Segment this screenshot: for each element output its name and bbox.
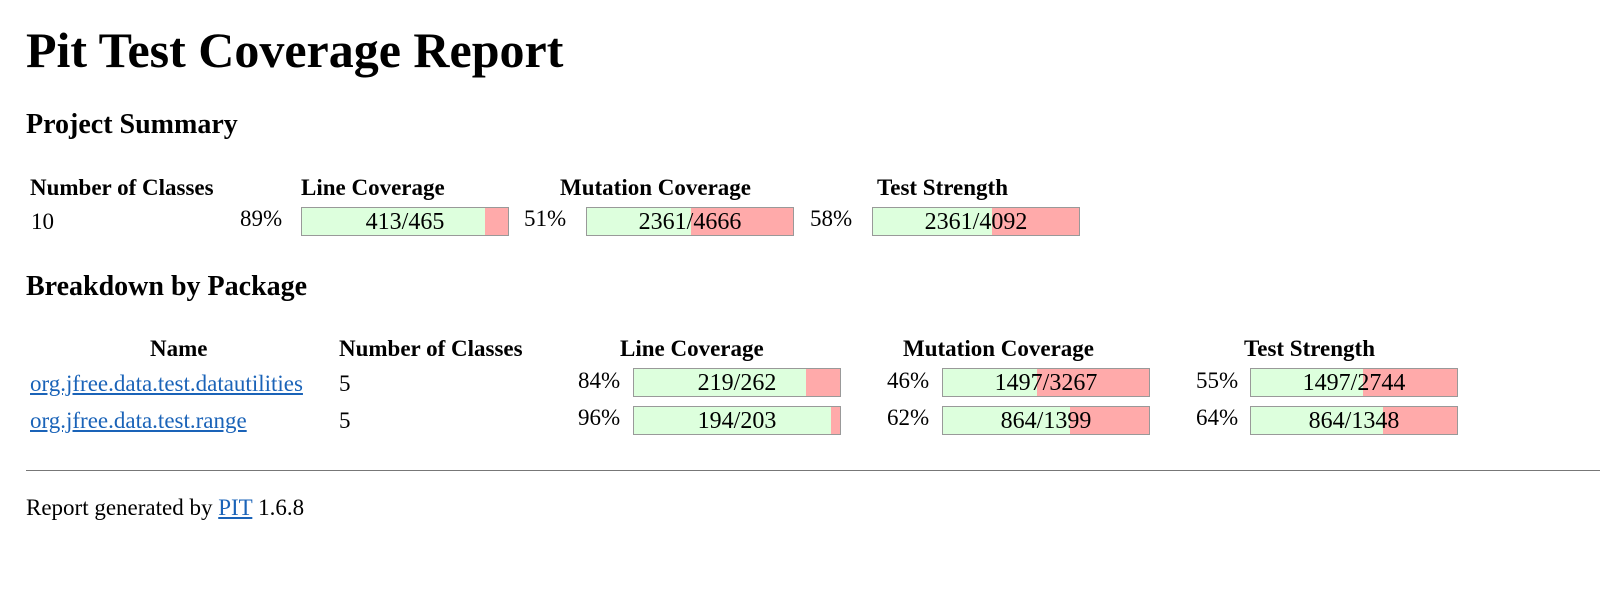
package-line-percent: 96% [578,405,621,430]
summary-mutation-percent: 51% [524,206,567,231]
package-strength-bar: 1497/2744 [1250,368,1458,397]
summary-line-bar: 413/465 [301,207,509,236]
summary-header-classes: Number of Classes [30,175,214,200]
package-mutation-ratio: 864/1399 [1000,408,1092,434]
breakdown-header-classes: Number of Classes [339,336,523,361]
pit-link[interactable]: PIT [218,495,253,520]
summary-classes-value: 10 [31,209,54,234]
footer-divider [26,470,1600,471]
package-line-ratio: 219/262 [697,370,777,396]
summary-mutation-ratio: 2361/4666 [638,209,742,235]
page-title: Pit Test Coverage Report [26,22,564,78]
package-link-range[interactable]: org.jfree.data.test.range [30,408,247,433]
package-strength-bar: 864/1348 [1250,406,1458,435]
summary-header-strength: Test Strength [877,175,1008,200]
package-line-bar: 219/262 [633,368,841,397]
package-mutation-bar: 1497/3267 [942,368,1150,397]
package-classes-value: 5 [339,408,351,433]
package-line-bar: 194/203 [633,406,841,435]
summary-header-line: Line Coverage [301,175,445,200]
package-line-bar-fill [634,407,831,434]
summary-strength-bar: 2361/4092 [872,207,1080,236]
breakdown-header-mutation: Mutation Coverage [903,336,1094,361]
footer-prefix: Report generated by [26,495,213,520]
footer: Report generated by PIT 1.6.8 [26,494,304,522]
package-line-ratio: 194/203 [697,408,777,434]
summary-mutation-bar: 2361/4666 [586,207,794,236]
package-strength-percent: 55% [1196,368,1239,393]
package-strength-bar-fill [1251,369,1364,396]
package-classes-value: 5 [339,371,351,396]
project-summary-heading: Project Summary [26,109,238,140]
package-strength-ratio: 864/1348 [1308,408,1400,434]
summary-strength-percent: 58% [810,206,853,231]
package-mutation-percent: 62% [887,405,930,430]
package-strength-percent: 64% [1196,405,1239,430]
package-line-percent: 84% [578,368,621,393]
breakdown-heading: Breakdown by Package [26,271,308,302]
package-link-datautilities[interactable]: org.jfree.data.test.datautilities [30,371,303,396]
package-mutation-ratio: 1497/3267 [994,370,1098,396]
summary-strength-ratio: 2361/4092 [924,209,1028,235]
summary-line-ratio: 413/465 [365,209,445,235]
summary-line-percent: 89% [240,206,283,231]
breakdown-header-line: Line Coverage [620,336,764,361]
summary-mutation-bar-fill [587,208,692,235]
summary-strength-bar-fill [873,208,992,235]
package-mutation-bar: 864/1399 [942,406,1150,435]
breakdown-header-strength: Test Strength [1244,336,1375,361]
package-mutation-bar-fill [943,407,1071,434]
package-mutation-percent: 46% [887,368,930,393]
breakdown-header-name: Name [150,336,208,361]
footer-version: 1.6.8 [258,495,305,520]
summary-line-bar-fill [302,208,485,235]
summary-header-mutation: Mutation Coverage [560,175,751,200]
package-strength-bar-fill [1251,407,1384,434]
package-strength-ratio: 1497/2744 [1302,370,1406,396]
package-line-bar-fill [634,369,807,396]
package-mutation-bar-fill [943,369,1038,396]
